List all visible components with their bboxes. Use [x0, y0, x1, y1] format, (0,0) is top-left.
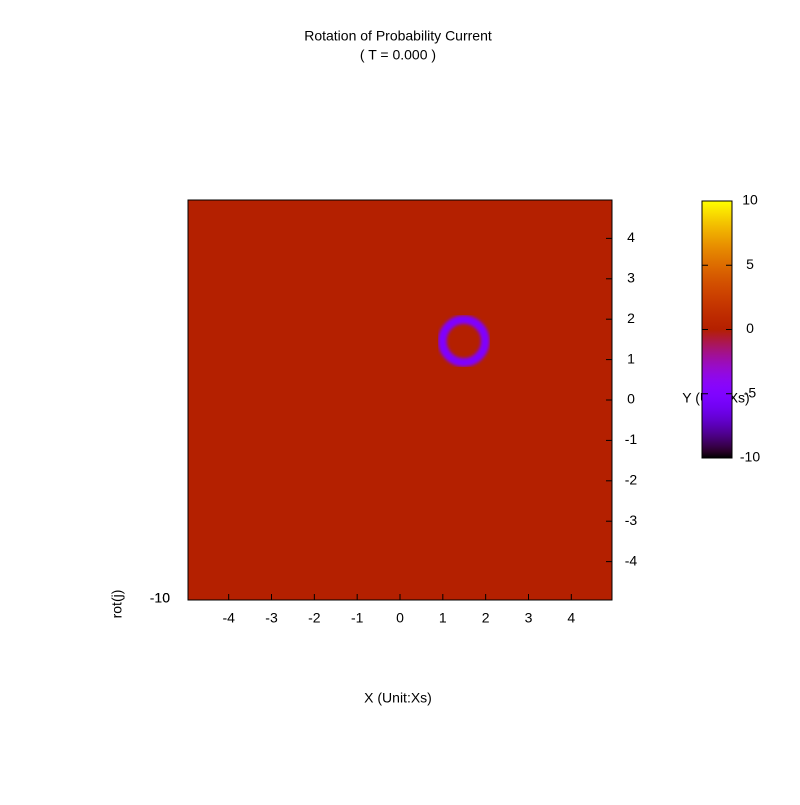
z-axis-label: rot(j) [109, 590, 125, 619]
x-tick-label: 4 [567, 610, 575, 626]
x-tick-label: -2 [308, 610, 321, 626]
y-tick-label: 3 [627, 269, 635, 285]
colorbar-tick-label: 10 [742, 192, 758, 208]
x-tick-label: 3 [525, 610, 533, 626]
z-tick-label: 10 [154, 590, 170, 606]
colorbar-tick-label: -5 [744, 384, 757, 400]
x-tick-label: 2 [482, 610, 490, 626]
chart-subtitle: ( T = 0.000 ) [360, 47, 436, 63]
x-tick-label: -4 [222, 610, 235, 626]
x-tick-label: 1 [439, 610, 447, 626]
x-tick-label: -1 [351, 610, 364, 626]
y-tick-label: 4 [627, 229, 635, 245]
x-axis-label: X (Unit:Xs) [364, 690, 432, 706]
heatmap-background [188, 200, 612, 600]
y-tick-label: -3 [625, 512, 638, 528]
y-tick-label: 2 [627, 310, 635, 326]
y-tick-label: -4 [625, 552, 638, 568]
colorbar-tick-label: 5 [746, 256, 754, 272]
y-tick-label: -1 [625, 431, 638, 447]
ring-feature [438, 315, 490, 367]
x-tick-label: -3 [265, 610, 278, 626]
y-tick-label: 0 [627, 391, 635, 407]
y-tick-label: -2 [625, 472, 638, 488]
y-tick-label: 1 [627, 350, 635, 366]
colorbar-tick-label: 0 [746, 320, 754, 336]
z-tick-label: -10 [150, 590, 170, 606]
chart-title: Rotation of Probability Current [304, 28, 492, 44]
colorbar-tick-label: -10 [740, 449, 760, 465]
x-tick-label: 0 [396, 610, 404, 626]
